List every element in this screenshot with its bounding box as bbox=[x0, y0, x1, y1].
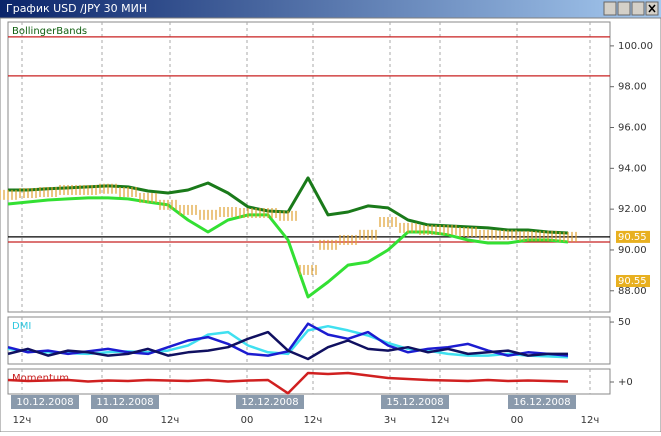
y-tick-label: 88.00 bbox=[618, 286, 647, 297]
price-label: 90.55 bbox=[618, 232, 647, 243]
maximize-button[interactable] bbox=[631, 1, 645, 16]
panel-title: BollingerBands bbox=[12, 26, 87, 37]
pin-button[interactable] bbox=[603, 1, 617, 16]
minimize-button[interactable] bbox=[617, 1, 631, 16]
x-tick-label: 12ч bbox=[13, 415, 32, 426]
date-label-box bbox=[11, 395, 79, 409]
x-tick-label: 12ч bbox=[431, 415, 450, 426]
y-tick-label: 92.00 bbox=[618, 204, 647, 215]
y-tick-label: 98.00 bbox=[618, 82, 647, 93]
y-tick-label: 90.00 bbox=[618, 245, 647, 256]
title-bar bbox=[0, 0, 661, 18]
x-tick-label: 12ч bbox=[161, 415, 180, 426]
date-label-box bbox=[381, 395, 449, 409]
x-tick-label: 00 bbox=[96, 415, 109, 426]
window-buttons[interactable] bbox=[603, 1, 659, 16]
y-tick-label: 96.00 bbox=[618, 123, 647, 134]
series-line bbox=[7, 324, 569, 359]
window-title: График USD /JPY 30 МИН bbox=[6, 2, 147, 15]
panel-title: Momentum bbox=[12, 373, 69, 384]
x-tick-label: 3ч bbox=[384, 415, 396, 426]
price-label: 90.55 bbox=[618, 276, 647, 287]
series-line bbox=[7, 330, 568, 361]
date-label: 11.12.2008 bbox=[96, 397, 153, 408]
series-line bbox=[7, 196, 569, 299]
date-label: 16.12.2008 bbox=[513, 397, 570, 408]
y-tick-label: 94.00 bbox=[618, 163, 647, 174]
panel-title: DMI bbox=[12, 321, 31, 332]
date-label-box bbox=[236, 395, 304, 409]
date-label-box bbox=[508, 395, 576, 409]
x-tick-label: 12ч bbox=[581, 415, 600, 426]
price-label-box bbox=[616, 230, 650, 243]
date-label: 15.12.2008 bbox=[386, 397, 443, 408]
x-tick-label: 00 bbox=[511, 415, 524, 426]
panel bbox=[7, 21, 611, 313]
y-tick-label: 50 bbox=[618, 317, 631, 328]
date-label-box bbox=[91, 395, 159, 409]
x-tick-label: 12ч bbox=[304, 415, 323, 426]
date-label: 12.12.2008 bbox=[241, 397, 298, 408]
date-label: 10.12.2008 bbox=[16, 397, 73, 408]
x-tick-label: 00 bbox=[241, 415, 254, 426]
y-tick-label: 100.00 bbox=[618, 41, 653, 52]
series-line bbox=[7, 371, 569, 395]
price-bars bbox=[0, 183, 577, 275]
y-tick-label: +0 bbox=[618, 377, 633, 388]
price-label-box bbox=[616, 275, 650, 287]
close-icon bbox=[648, 4, 656, 13]
